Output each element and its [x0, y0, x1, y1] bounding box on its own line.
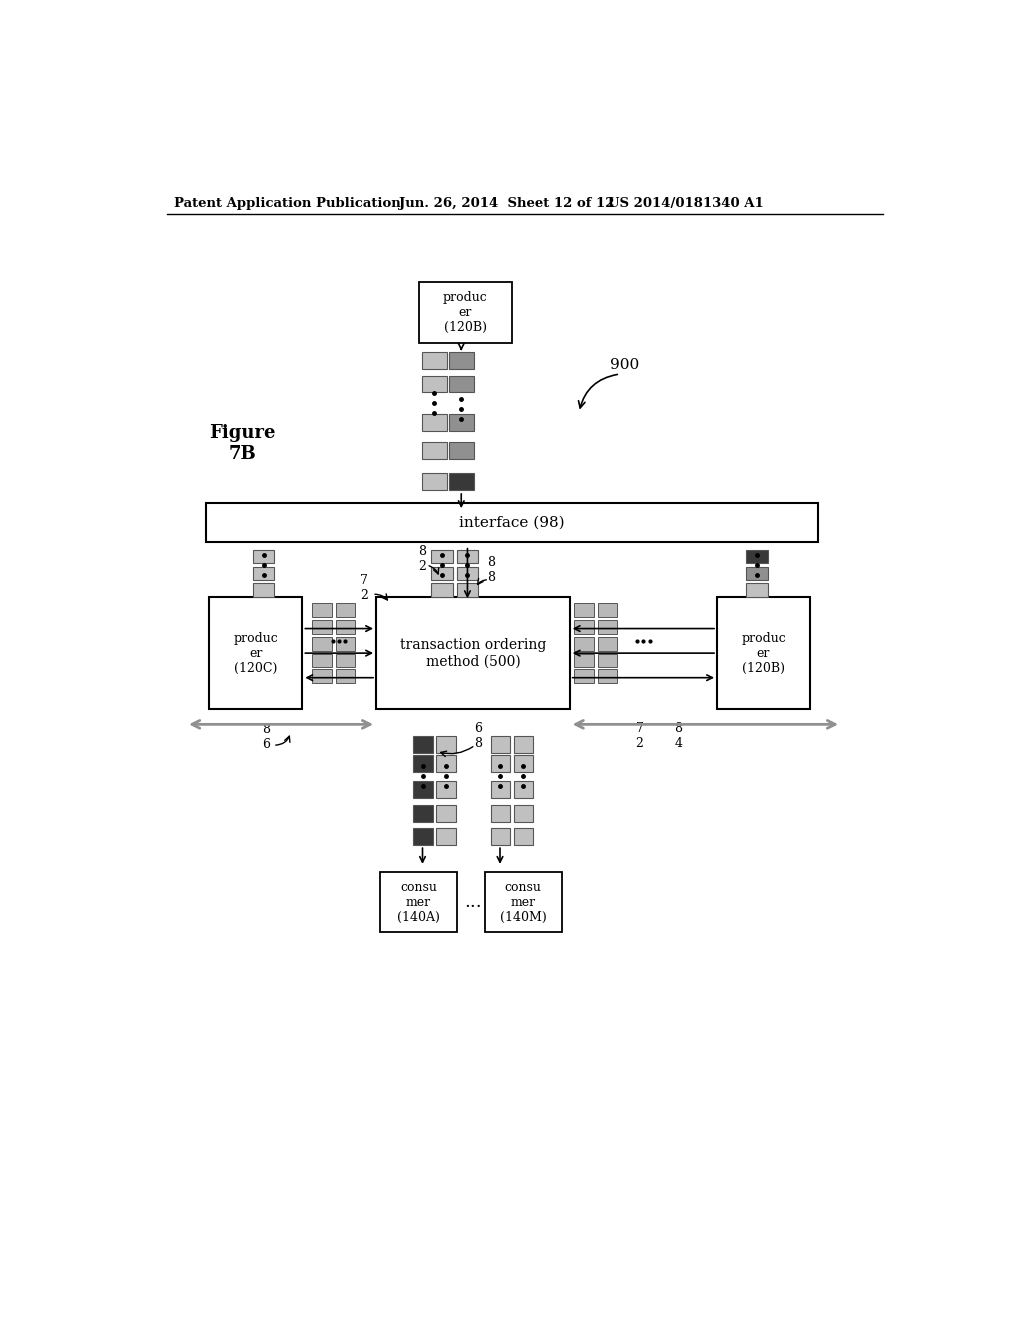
- Bar: [457, 549, 478, 564]
- Bar: [312, 603, 332, 618]
- Bar: [436, 829, 456, 845]
- Text: Patent Application Publication: Patent Application Publication: [174, 197, 401, 210]
- Text: 7
2: 7 2: [636, 722, 643, 750]
- Bar: [457, 566, 478, 581]
- FancyArrowPatch shape: [375, 594, 387, 601]
- Bar: [431, 566, 453, 581]
- Bar: [514, 780, 534, 797]
- Bar: [336, 653, 355, 668]
- Bar: [574, 653, 594, 668]
- FancyArrowPatch shape: [440, 747, 473, 756]
- Text: produc
er
(120C): produc er (120C): [233, 632, 279, 675]
- Bar: [449, 375, 474, 392]
- Bar: [414, 755, 432, 772]
- Text: 8
6: 8 6: [262, 723, 270, 751]
- Bar: [490, 755, 510, 772]
- FancyArrowPatch shape: [477, 578, 486, 585]
- Bar: [598, 638, 617, 651]
- Bar: [436, 805, 456, 822]
- Text: produc
er
(120B): produc er (120B): [442, 290, 487, 334]
- Bar: [380, 873, 458, 932]
- Bar: [336, 603, 355, 618]
- Text: ...: ...: [464, 894, 481, 911]
- Bar: [574, 603, 594, 618]
- Text: 8
8: 8 8: [486, 556, 495, 585]
- Bar: [490, 737, 510, 752]
- Bar: [746, 566, 768, 581]
- Bar: [206, 503, 818, 543]
- Bar: [419, 281, 512, 343]
- Text: Jun. 26, 2014  Sheet 12 of 12: Jun. 26, 2014 Sheet 12 of 12: [399, 197, 614, 210]
- Text: Figure
7B: Figure 7B: [210, 424, 275, 463]
- Text: 8
2: 8 2: [419, 545, 427, 573]
- Text: consu
mer
(140A): consu mer (140A): [397, 880, 440, 924]
- Bar: [514, 805, 534, 822]
- FancyArrowPatch shape: [275, 737, 290, 744]
- FancyArrowPatch shape: [429, 566, 438, 574]
- Bar: [436, 780, 456, 797]
- Bar: [574, 638, 594, 651]
- Bar: [449, 352, 474, 370]
- Bar: [431, 549, 453, 564]
- Bar: [449, 473, 474, 490]
- Bar: [514, 755, 534, 772]
- Bar: [449, 414, 474, 430]
- Text: 6
8: 6 8: [474, 722, 482, 750]
- Bar: [312, 620, 332, 635]
- Bar: [414, 780, 432, 797]
- Bar: [422, 414, 447, 430]
- Bar: [422, 473, 447, 490]
- Bar: [717, 597, 810, 709]
- Bar: [436, 737, 456, 752]
- Bar: [253, 549, 274, 564]
- Text: US 2014/0181340 A1: US 2014/0181340 A1: [608, 197, 764, 210]
- Bar: [414, 805, 432, 822]
- Bar: [457, 583, 478, 598]
- Text: consu
mer
(140M): consu mer (140M): [500, 880, 547, 924]
- Bar: [490, 780, 510, 797]
- Bar: [336, 638, 355, 651]
- Bar: [422, 442, 447, 459]
- Bar: [431, 583, 453, 598]
- Bar: [336, 620, 355, 635]
- Bar: [422, 352, 447, 370]
- Bar: [414, 737, 432, 752]
- Text: interface (98): interface (98): [459, 516, 564, 529]
- Bar: [574, 620, 594, 635]
- Text: transaction ordering
method (500): transaction ordering method (500): [399, 638, 546, 668]
- Bar: [436, 755, 456, 772]
- FancyArrowPatch shape: [579, 375, 617, 408]
- Bar: [598, 669, 617, 682]
- Bar: [514, 829, 534, 845]
- Bar: [514, 737, 534, 752]
- Text: 7
2: 7 2: [360, 574, 369, 602]
- Bar: [312, 669, 332, 682]
- Bar: [490, 805, 510, 822]
- Bar: [746, 549, 768, 564]
- Bar: [490, 829, 510, 845]
- Bar: [598, 603, 617, 618]
- Bar: [598, 620, 617, 635]
- Text: 8
4: 8 4: [674, 722, 682, 750]
- Bar: [598, 653, 617, 668]
- Bar: [253, 583, 274, 598]
- Bar: [449, 442, 474, 459]
- Text: produc
er
(120B): produc er (120B): [741, 632, 785, 675]
- Bar: [336, 669, 355, 682]
- Bar: [312, 638, 332, 651]
- Bar: [484, 873, 562, 932]
- Bar: [312, 653, 332, 668]
- Bar: [746, 583, 768, 598]
- Bar: [209, 597, 302, 709]
- Bar: [376, 597, 569, 709]
- Text: 900: 900: [610, 358, 639, 372]
- Bar: [253, 566, 274, 581]
- Bar: [414, 829, 432, 845]
- Bar: [574, 669, 594, 682]
- Bar: [422, 375, 447, 392]
